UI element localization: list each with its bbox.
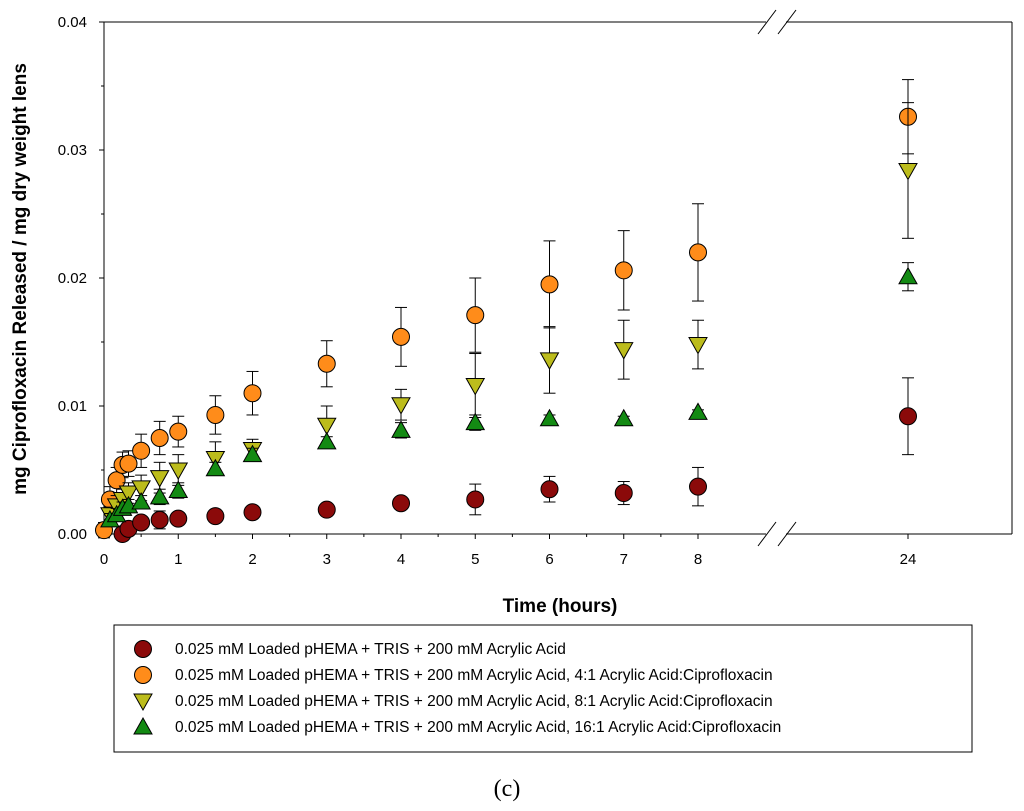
data-point [206,507,225,526]
data-point [465,412,486,431]
data-point [613,342,634,360]
data-point [131,480,151,498]
data-point [132,441,151,460]
legend-label: 0.025 mM Loaded pHEMA + TRIS + 200 mM Ac… [175,641,566,658]
data-point [150,510,169,529]
y-tick-label: 0.03 [58,142,87,159]
x-axis-title: Time (hours) [503,596,618,617]
legend-marker [134,666,152,684]
data-point [149,470,170,488]
data-point [391,397,411,415]
data-point [466,490,485,509]
axis-break-mark [777,9,797,35]
data-point [689,477,707,496]
x-axis: 0 1 2 3 4 5 6 7 8 24 [100,534,917,568]
data-point [614,484,633,503]
legend-label: 0.025 mM Loaded pHEMA + TRIS + 200 mM Ac… [175,693,773,710]
data-point [392,327,410,346]
data-point [242,444,263,463]
data-point [688,337,708,355]
data-point [243,503,262,522]
data-point [898,162,918,181]
x-tick-label: 6 [545,551,553,568]
x-tick-label: 2 [248,551,256,568]
x-tick-label: 1 [174,551,182,568]
series-3 [100,102,918,525]
legend-label: 0.025 mM Loaded pHEMA + TRIS + 200 mM Ac… [175,719,781,736]
data-point [206,405,225,424]
x-tick-label: 24 [900,551,917,568]
y-tick-label: 0.02 [58,270,87,287]
y-tick-label: 0.00 [58,526,87,543]
legend-box [113,624,973,753]
data-point [118,485,139,504]
data-point [131,491,151,510]
data-point [391,420,411,438]
data-point [169,509,188,528]
data-point [205,458,226,477]
axis-break-mark [777,521,797,547]
data-point [119,454,138,473]
data-point [132,513,151,532]
data-point [614,261,633,280]
data-point [539,408,560,427]
data-point [316,417,337,436]
data-point [169,422,188,441]
y-tick-label: 0.04 [58,14,87,31]
data-point [899,407,917,426]
data-point [168,480,189,498]
data-marks [95,79,918,543]
series-1 [113,377,917,543]
data-point [150,429,169,447]
series-2 [95,79,917,540]
legend-marker [133,693,153,712]
legend-marker [134,640,152,658]
data-point [243,384,262,403]
data-point [465,378,486,396]
x-tick-label: 7 [620,551,628,568]
y-tick-label: 0.01 [58,398,87,415]
data-point [316,431,337,450]
legend-label: 0.025 mM Loaded pHEMA + TRIS + 200 mM Ac… [175,667,773,684]
data-point [689,243,707,262]
x-tick-label: 5 [471,551,479,568]
series-4 [100,262,918,528]
plot-frame [103,9,1013,547]
data-point [317,500,336,519]
x-tick-label: 0 [100,551,108,568]
axis-break-mark [757,521,777,547]
data-point [392,494,410,513]
legend-marker [133,716,153,735]
legend: 0.025 mM Loaded pHEMA + TRIS + 200 mM Ac… [113,624,973,753]
y-axis-title: mg Ciprofloxacin Released / mg dry weigh… [10,63,31,495]
data-point [540,275,559,294]
x-tick-label: 8 [694,551,702,568]
data-point [149,486,170,505]
data-point [466,306,485,325]
data-point [317,354,336,373]
x-tick-label: 3 [323,551,331,568]
data-point [688,402,708,420]
data-point [898,266,918,285]
y-axis: 0.00 0.01 0.02 0.03 0.04 [58,14,104,543]
data-point [540,480,559,499]
data-point [539,352,560,370]
x-tick-label: 4 [397,551,405,568]
data-point [168,462,189,481]
axis-break-mark [757,9,777,35]
data-point [613,408,634,427]
figure-caption: (c) [494,776,521,802]
